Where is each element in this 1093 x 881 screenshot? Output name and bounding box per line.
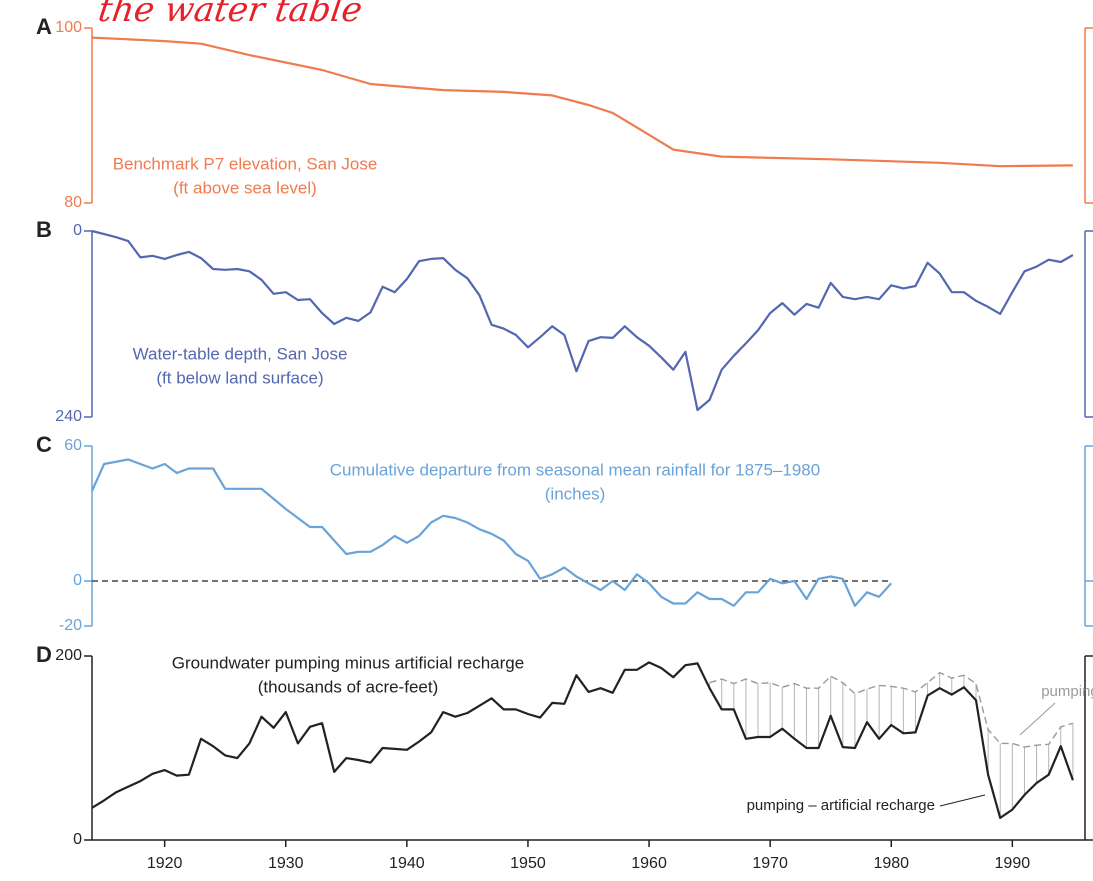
x-tick-label: 1990	[995, 855, 1031, 872]
y-tick-label: 0	[73, 222, 82, 239]
panel-title: Cumulative departure from seasonal mean …	[330, 460, 820, 479]
x-tick-label: 1960	[631, 855, 667, 872]
y-tick-label: 200	[55, 647, 82, 664]
panel-label: C	[36, 432, 52, 457]
y-tick-label: 60	[64, 437, 82, 454]
data-line	[709, 671, 1074, 748]
x-tick-label: 1950	[510, 855, 546, 872]
panel-label: A	[36, 14, 52, 39]
x-tick-label: 1930	[268, 855, 304, 872]
y-tick-label: 80	[64, 194, 82, 211]
series-label-leader	[1019, 702, 1056, 736]
x-tick-label: 1980	[873, 855, 909, 872]
y-tick-label: 0	[73, 572, 82, 589]
x-tick-label: 1920	[147, 855, 183, 872]
series-label: pumping	[1041, 683, 1093, 700]
panel-title: Water-table depth, San Jose	[133, 344, 348, 363]
panel-title: (thousands of acre-feet)	[258, 677, 438, 696]
panel-title: Groundwater pumping minus artificial rec…	[172, 653, 524, 672]
panel-title: (ft below land surface)	[156, 368, 323, 387]
data-line	[90, 458, 893, 607]
x-tick-label: 1940	[389, 855, 425, 872]
data-line	[91, 661, 1074, 819]
panel-title: Benchmark P7 elevation, San Jose	[113, 154, 378, 173]
series-label: pumping – artificial recharge	[747, 797, 935, 814]
y-tick-label: 0	[73, 831, 82, 848]
panel-title: (ft above sea level)	[173, 178, 317, 197]
y-tick-label: 240	[55, 408, 82, 425]
panel-label: D	[36, 642, 52, 667]
data-line	[91, 229, 1074, 412]
handwritten-note: the water table	[96, 0, 365, 30]
data-line	[91, 36, 1073, 168]
y-tick-label: -20	[59, 617, 82, 634]
y-tick-label: 100	[55, 19, 82, 36]
panel-title: (inches)	[545, 484, 605, 503]
series-label-leader	[939, 794, 986, 807]
panel-label: B	[36, 217, 52, 242]
x-tick-label: 1970	[752, 855, 788, 872]
